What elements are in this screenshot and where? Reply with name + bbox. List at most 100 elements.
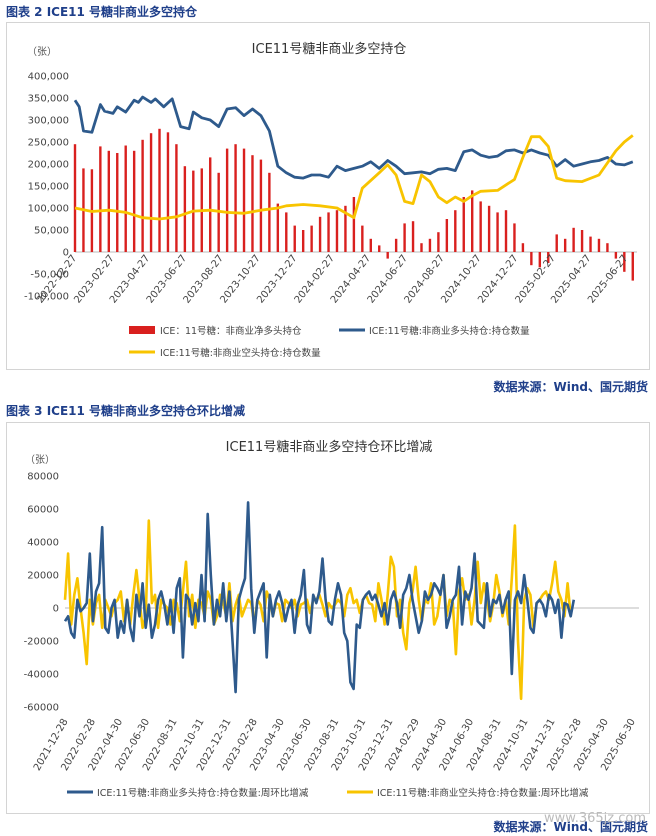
net-long-bar — [175, 144, 178, 252]
net-long-bar — [141, 139, 144, 252]
net-long-bar — [242, 148, 246, 252]
net-long-bar — [107, 150, 111, 252]
y-tick-label: 0 — [63, 248, 69, 259]
net-long-bar — [310, 225, 313, 252]
net-long-bar — [259, 159, 263, 252]
net-long-bar — [225, 148, 229, 252]
net-long-bar — [445, 219, 449, 252]
y-tick-label: 60000 — [27, 505, 59, 516]
net-long-bar — [462, 197, 465, 252]
net-long-bar — [597, 238, 601, 252]
long-change-line — [63, 501, 576, 694]
y-tick-label: -20000 — [24, 637, 59, 648]
net-long-bar — [158, 128, 161, 252]
y-tick-label: -50,000 — [30, 270, 69, 281]
weekly-change-chart: ICE11号糖非商业多空持仓环比增减 （张） -60000 -40000 -20000 0… — [24, 439, 639, 799]
net-long-bar — [563, 238, 567, 252]
y-tick-label: 20000 — [27, 571, 59, 582]
net-long-bar — [318, 216, 322, 252]
net-long-bar — [327, 212, 330, 252]
legend-long-label: ICE:11号糖:非商业多头持仓:持仓数量:周环比增减 — [97, 787, 309, 799]
net-long-bar — [555, 234, 558, 252]
net-long-bar — [149, 133, 153, 252]
legend-net-label: ICE：11号糖：非商业净多头持仓 — [160, 325, 302, 337]
net-long-bar — [116, 153, 119, 252]
y-tick-label: 80000 — [27, 472, 59, 483]
net-long-bar — [479, 201, 482, 252]
net-long-bar — [124, 145, 127, 252]
net-long-bar — [631, 252, 634, 281]
net-long-bar — [344, 205, 347, 252]
net-long-bar — [521, 243, 525, 252]
figure-3-source: 数据来源：Wind、国元期货 — [493, 820, 648, 834]
net-long-bar — [538, 252, 542, 268]
net-long-bar — [487, 205, 491, 252]
net-long-bar — [614, 252, 618, 259]
net-long-bar — [411, 221, 415, 252]
chart-panel-positions: ICE11号糖非商业多空持仓 （张） -100,000 -50,000 0 50,000 1… — [6, 22, 650, 370]
net-long-bar — [437, 232, 440, 252]
net-long-bar — [394, 238, 398, 252]
net-long-bar — [352, 197, 356, 252]
unit-label: （张） — [25, 454, 55, 466]
y-tick-label: 300,000 — [28, 116, 69, 127]
chart-title: ICE11号糖非商业多空持仓环比增减 — [226, 439, 433, 455]
y-tick-label: 400,000 — [28, 72, 69, 83]
y-tick-label: 150,000 — [28, 182, 69, 193]
net-long-bar — [572, 227, 575, 252]
net-long-bar — [589, 236, 592, 252]
legend-net-swatch — [129, 326, 155, 334]
net-long-bar — [496, 212, 499, 252]
figure-3-caption: 图表 3 ICE11 号糖非商业多空持仓环比增减 — [6, 404, 246, 418]
figure-2-caption: 图表 2 ICE11 号糖非商业多空持仓 — [6, 5, 198, 19]
figure-2-source: 数据来源：Wind、国元期货 — [493, 380, 648, 394]
long-positions-line — [73, 95, 634, 180]
net-long-bar — [166, 132, 170, 252]
net-long-bar — [234, 144, 237, 252]
net-long-bar — [420, 243, 423, 252]
y-tick-label: -60000 — [24, 703, 59, 714]
legend-long-label: ICE:11号糖:非商业多头持仓:持仓数量 — [369, 325, 530, 337]
net-long-bar — [623, 252, 626, 272]
net-long-bar — [530, 252, 533, 266]
net-long-bar — [428, 238, 432, 252]
net-long-bar — [209, 157, 212, 252]
legend-short-label: ICE:11号糖:非商业空头持仓:持仓数量 — [160, 347, 321, 359]
net-long-bar — [513, 223, 516, 252]
net-long-bar — [580, 230, 584, 252]
net-long-bar — [99, 146, 102, 252]
net-long-bar — [361, 225, 364, 252]
y-tick-label: 40000 — [27, 538, 59, 549]
watermark-text: www.365jz.com — [544, 811, 646, 826]
net-long-bar — [471, 190, 474, 252]
net-long-bar — [547, 252, 550, 263]
unit-label: （张） — [27, 46, 57, 58]
net-long-bar — [403, 223, 406, 252]
net-long-bar — [132, 150, 136, 252]
net-long-bar — [386, 252, 389, 259]
y-tick-label: 250,000 — [28, 138, 69, 149]
net-long-bar — [293, 225, 296, 252]
y-tick-label: 50,000 — [34, 226, 69, 237]
short-positions-line — [74, 134, 634, 221]
y-tick-label: 350,000 — [28, 94, 69, 105]
net-long-bar — [276, 203, 280, 252]
y-tick-label: 0 — [53, 604, 59, 615]
y-tick-label: 200,000 — [28, 160, 69, 171]
net-long-bar — [73, 144, 77, 252]
y-tick-label: -40000 — [24, 670, 59, 681]
positions-chart: ICE11号糖非商业多空持仓 （张） -100,000 -50,000 0 50,000 1… — [24, 41, 637, 359]
net-long-bar — [606, 243, 609, 252]
y-tick-label: -100,000 — [24, 292, 69, 303]
net-long-bar — [369, 238, 372, 252]
net-long-bar — [454, 210, 457, 252]
net-long-bar — [504, 210, 508, 252]
net-long-bar — [183, 166, 187, 252]
legend-short-label: ICE:11号糖:非商业空头持仓:持仓数量:周环比增减 — [377, 787, 589, 799]
net-long-bar — [268, 172, 271, 252]
y-tick-label: 100,000 — [28, 204, 69, 215]
net-long-bar — [378, 245, 381, 252]
chart-panel-weekly-change: ICE11号糖非商业多空持仓环比增减 （张） -60000 -40000 -20000 0… — [6, 422, 650, 814]
chart-title: ICE11号糖非商业多空持仓 — [252, 41, 407, 57]
net-long-bar — [301, 230, 305, 252]
